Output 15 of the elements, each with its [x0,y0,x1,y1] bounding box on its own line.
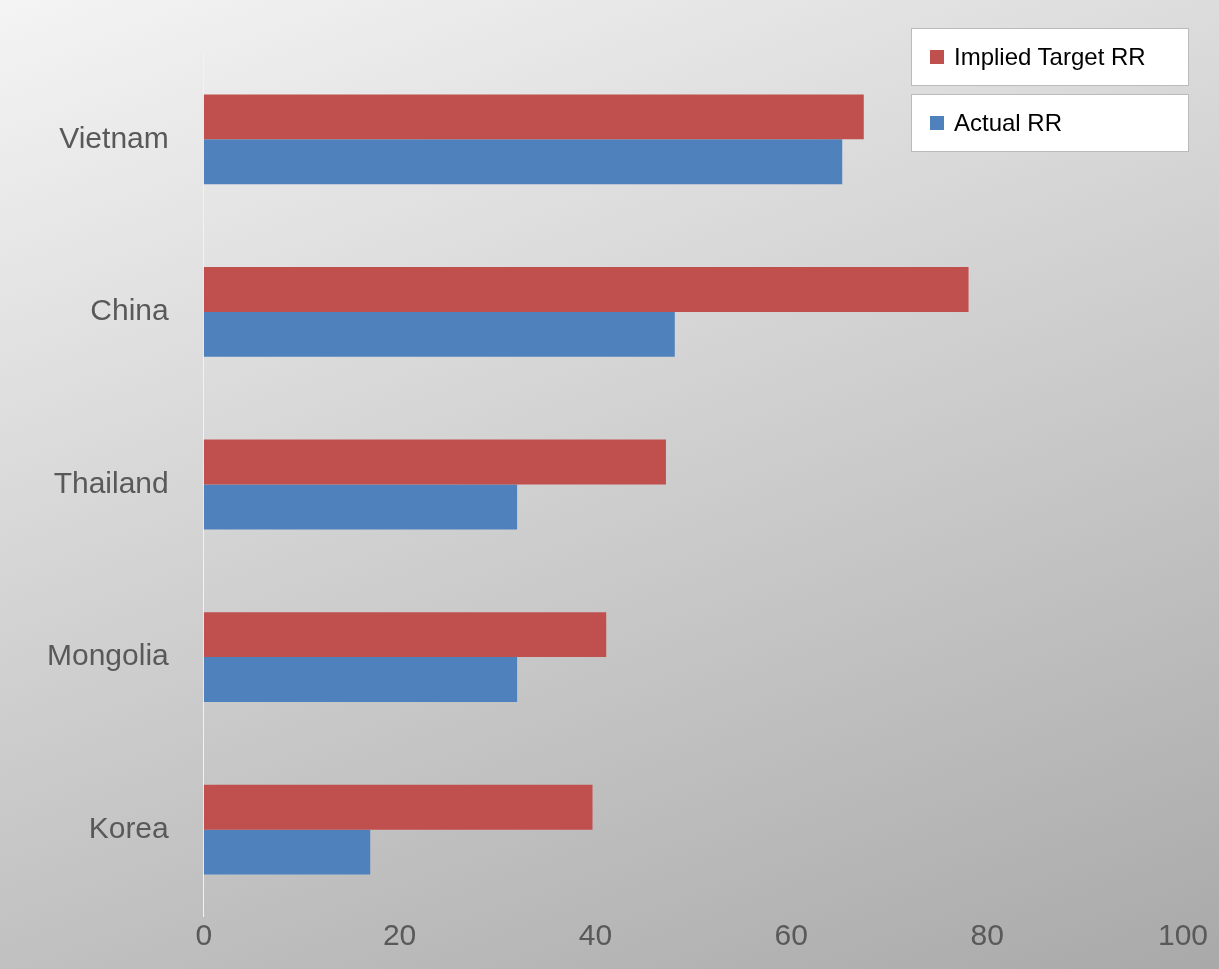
y-tick-label: Korea [88,810,170,844]
legend-label: Actual RR [954,109,1063,137]
legend-box: Actual RR [911,94,1189,152]
legend-label: Implied Target RR [954,43,1146,71]
x-tick-label: 80 [970,918,1004,952]
legend-box: Implied Target RR [911,28,1189,86]
x-tick-label: 40 [578,918,613,952]
x-tick-label: 100 [1157,918,1209,952]
x-tick-label: 0 [195,918,213,952]
y-tick-label: China [90,293,170,327]
x-tick-label: 60 [774,918,808,952]
y-tick-label: Vietnam [59,120,169,154]
y-tick-label: Thailand [53,465,169,499]
x-tick-label: 20 [382,918,417,952]
y-tick-label: Mongolia [46,638,170,672]
